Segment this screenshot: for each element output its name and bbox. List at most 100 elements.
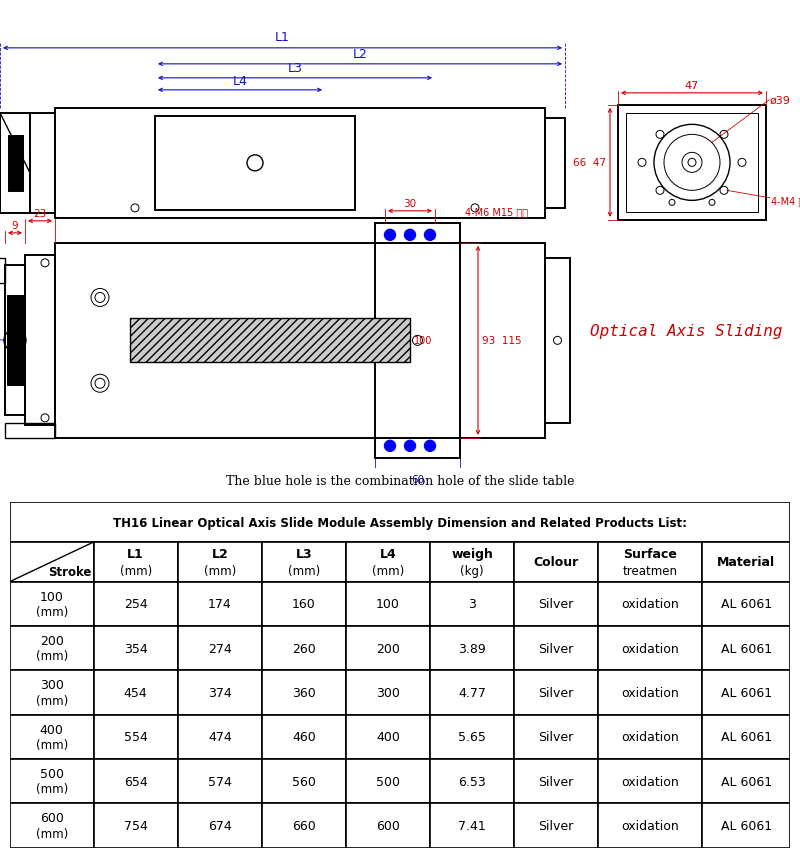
Text: 300: 300: [376, 686, 400, 699]
Bar: [375, 223, 460, 458]
Text: 100: 100: [376, 598, 400, 611]
Text: ø39: ø39: [770, 95, 791, 106]
Text: (kg): (kg): [460, 564, 484, 578]
Text: 754: 754: [124, 819, 148, 832]
Text: L4: L4: [233, 75, 247, 88]
Bar: [346, 671, 430, 715]
Text: 654: 654: [124, 774, 148, 788]
Bar: [0, 258, 5, 284]
Text: (mm): (mm): [35, 649, 68, 663]
Bar: [262, 671, 346, 715]
Bar: [5, 266, 25, 416]
Bar: [10, 715, 94, 759]
Bar: [514, 715, 598, 759]
Bar: [598, 803, 702, 848]
Bar: [178, 671, 262, 715]
Text: L2: L2: [353, 48, 367, 60]
Text: treatmen: treatmen: [622, 564, 678, 578]
Text: 374: 374: [208, 686, 232, 699]
Bar: [598, 582, 702, 626]
Text: L3: L3: [287, 61, 302, 75]
Bar: [346, 759, 430, 803]
Bar: [545, 118, 565, 209]
Text: 300: 300: [40, 679, 63, 692]
Bar: [25, 256, 55, 426]
Text: 174: 174: [208, 598, 232, 611]
Bar: [430, 803, 514, 848]
Text: 454: 454: [124, 686, 148, 699]
Text: 5.65: 5.65: [458, 730, 486, 744]
Text: 574: 574: [208, 774, 232, 788]
Bar: [702, 803, 790, 848]
Bar: [514, 582, 598, 626]
Bar: [346, 543, 430, 582]
Bar: [346, 582, 430, 626]
Bar: [346, 715, 430, 759]
Text: oxidation: oxidation: [622, 598, 679, 611]
Text: AL 6061: AL 6061: [721, 642, 772, 655]
Text: Material: Material: [718, 556, 775, 568]
Bar: [430, 759, 514, 803]
Text: 93  115: 93 115: [482, 336, 522, 346]
Text: Stroke: Stroke: [49, 566, 92, 579]
Bar: [94, 543, 178, 582]
Circle shape: [385, 230, 395, 241]
Text: 260: 260: [292, 642, 316, 655]
Text: oxidation: oxidation: [622, 686, 679, 699]
Bar: [702, 671, 790, 715]
Text: oxidation: oxidation: [622, 730, 679, 744]
Text: 100: 100: [414, 336, 432, 346]
Bar: [514, 671, 598, 715]
Bar: [702, 582, 790, 626]
Bar: [178, 759, 262, 803]
Bar: [702, 715, 790, 759]
Bar: [626, 113, 758, 213]
Polygon shape: [0, 113, 30, 214]
Text: 4.77: 4.77: [458, 686, 486, 699]
Text: 254: 254: [124, 598, 148, 611]
Bar: [430, 671, 514, 715]
Text: 200: 200: [40, 635, 63, 648]
Circle shape: [425, 440, 435, 452]
Text: 554: 554: [124, 730, 148, 744]
Bar: [702, 759, 790, 803]
Text: 160: 160: [292, 598, 316, 611]
Bar: [94, 715, 178, 759]
Bar: [7, 296, 23, 386]
Bar: [514, 803, 598, 848]
Bar: [94, 671, 178, 715]
Text: 660: 660: [292, 819, 316, 832]
Bar: [178, 582, 262, 626]
Text: 674: 674: [208, 819, 232, 832]
Text: 400: 400: [40, 723, 63, 736]
Text: L4: L4: [380, 547, 396, 560]
Text: oxidation: oxidation: [622, 774, 679, 788]
Text: 500: 500: [40, 768, 64, 780]
Text: 7.41: 7.41: [458, 819, 486, 832]
Bar: [130, 319, 410, 363]
Bar: [8, 135, 23, 192]
Text: 474: 474: [208, 730, 232, 744]
Text: (mm): (mm): [372, 564, 404, 578]
Bar: [514, 543, 598, 582]
Bar: [262, 715, 346, 759]
Text: AL 6061: AL 6061: [721, 730, 772, 744]
Text: 23: 23: [34, 209, 46, 219]
Text: AL 6061: AL 6061: [721, 598, 772, 611]
Bar: [430, 582, 514, 626]
Bar: [262, 759, 346, 803]
Text: AL 6061: AL 6061: [721, 686, 772, 699]
Text: 600: 600: [376, 819, 400, 832]
Text: Silver: Silver: [538, 642, 574, 655]
Bar: [55, 244, 545, 438]
Bar: [262, 582, 346, 626]
Text: (mm): (mm): [35, 738, 68, 751]
Bar: [94, 759, 178, 803]
Text: 4-M4 通螺孔: 4-M4 通螺孔: [771, 196, 800, 205]
Text: The blue hole is the combination hole of the slide table: The blue hole is the combination hole of…: [226, 475, 574, 488]
Text: 66  47: 66 47: [573, 158, 606, 168]
Bar: [94, 626, 178, 671]
Text: 3: 3: [468, 598, 476, 611]
Text: AL 6061: AL 6061: [721, 774, 772, 788]
Bar: [430, 715, 514, 759]
